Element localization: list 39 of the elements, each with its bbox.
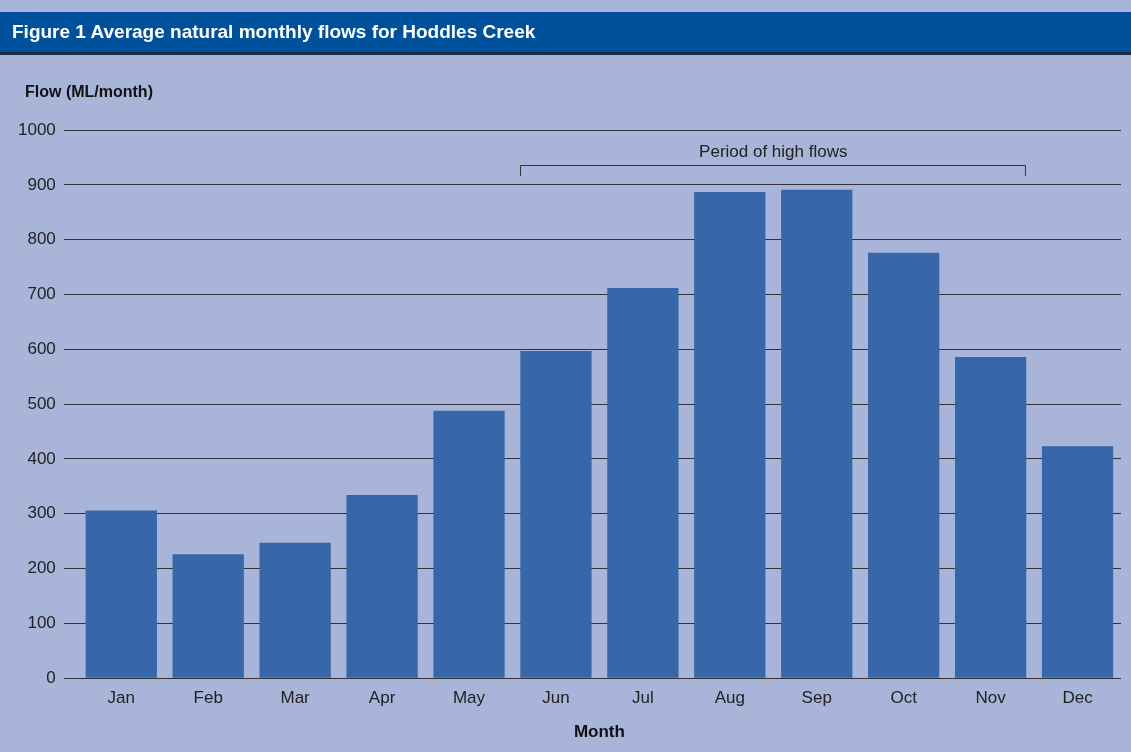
x-tick-label: Apr: [368, 688, 396, 708]
bar: [1041, 446, 1114, 678]
x-axis-title: Month: [573, 722, 625, 742]
y-tick-label: 600: [27, 338, 56, 358]
annotation: Period of high flows: [699, 142, 848, 162]
bar: [694, 191, 766, 678]
x-tick-label: Jun: [542, 688, 570, 708]
y-tick-label: 500: [27, 393, 56, 413]
y-tick-label: 400: [27, 448, 56, 468]
bar: [781, 189, 853, 678]
y-tick-label: 0: [46, 667, 56, 687]
bar: [954, 356, 1027, 678]
x-tick-label: Dec: [1062, 688, 1094, 708]
y-tick-label: 900: [27, 174, 56, 194]
x-tick-label: Jul: [632, 688, 654, 708]
y-tick-label: 200: [27, 558, 56, 578]
bar: [520, 350, 592, 678]
y-tick-label: 1000: [17, 119, 56, 139]
y-axis-title: Flow (ML/month): [25, 83, 153, 101]
y-tick-label: 800: [27, 229, 56, 249]
x-tick-label: Sep: [801, 688, 832, 708]
x-tick-label: Mar: [280, 688, 311, 708]
bar: [346, 495, 418, 678]
x-tick-label: Aug: [714, 688, 745, 708]
x-tick-label: Oct: [890, 688, 918, 708]
x-tick-label: Jan: [107, 688, 135, 708]
bar: [85, 510, 157, 678]
x-tick-label: May: [452, 688, 486, 708]
y-tick-label: 700: [27, 284, 56, 304]
bar: [259, 542, 331, 678]
bar: [607, 287, 679, 678]
x-tick-label: Nov: [975, 688, 1007, 708]
bar: [868, 252, 940, 678]
x-tick-label: Feb: [193, 688, 223, 708]
y-tick-label: 300: [27, 503, 56, 523]
chart-title: Figure 1 Average natural monthly flows for Hoddles Creek: [0, 12, 1131, 55]
bar: [433, 410, 505, 678]
y-tick-label: 100: [27, 613, 56, 633]
bar: [172, 554, 244, 678]
